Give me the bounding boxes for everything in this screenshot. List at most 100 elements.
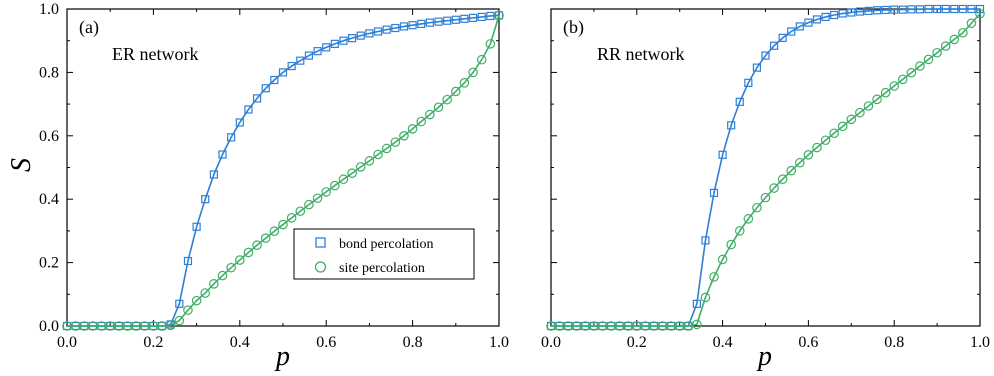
bond-point (417, 19, 426, 28)
site-point (700, 292, 711, 303)
bond-point (795, 22, 804, 31)
bond-point (812, 15, 822, 24)
site-point (494, 10, 504, 21)
x-tick-label: 0.6 (798, 334, 818, 351)
bond-point (175, 299, 184, 308)
bond-point (365, 29, 374, 38)
bond-point (252, 94, 262, 103)
x-tick-label: 0.2 (627, 334, 647, 351)
site-point (717, 254, 728, 265)
bond-point (744, 78, 753, 87)
site-point (863, 101, 874, 111)
bond-point (408, 21, 417, 30)
y-tick-label: 0.0 (39, 318, 59, 335)
site-point (235, 255, 245, 265)
legend-bond-label: bond percolation (339, 237, 433, 252)
bond-point (864, 6, 873, 16)
site-point (777, 174, 788, 185)
site-point (407, 124, 418, 134)
site-point (269, 226, 280, 237)
bond-point (975, 4, 985, 14)
site-point (459, 78, 470, 88)
y-axis-title: S (6, 158, 37, 172)
legend-site-marker (314, 261, 327, 273)
bond-point (898, 5, 907, 14)
bond-point (425, 18, 434, 27)
panel-a: (a) ER network 0.0 0.2 0.4 0.6 0.8 1.0 0.0 0.2 0… (39, 1, 509, 351)
site-point (286, 213, 297, 223)
bond-point (209, 170, 218, 179)
site-point (872, 94, 882, 105)
site-point (889, 81, 899, 91)
panel-a-label: (a) (79, 17, 99, 38)
site-point (243, 247, 254, 258)
bond-point (244, 105, 253, 114)
bond-point (847, 8, 856, 17)
bond-point (287, 61, 296, 71)
bond-point (932, 4, 942, 14)
bond-point (924, 4, 933, 14)
bond-point (692, 299, 701, 308)
x-tick-label: 0.4 (713, 334, 733, 351)
site-point (165, 320, 176, 331)
bond-point (443, 16, 452, 25)
site-point (692, 319, 702, 330)
bond-point (958, 4, 967, 14)
site-point (364, 156, 375, 166)
site-point (726, 239, 736, 250)
bond-point (881, 5, 890, 15)
y-tick-label: 0.4 (39, 191, 59, 208)
site-point (312, 193, 323, 204)
bond-point (769, 41, 779, 50)
bond-point (339, 36, 348, 45)
x-axis-title-b: p (756, 341, 772, 372)
site-point (226, 262, 236, 273)
bond-point (872, 6, 882, 15)
site-point (347, 168, 357, 179)
site-point (795, 157, 805, 168)
site-point (252, 240, 262, 250)
site-point (958, 27, 968, 38)
site-point (330, 180, 340, 191)
bond-point (373, 27, 383, 36)
site-point (923, 54, 934, 65)
legend-site-label: site percolation (339, 261, 425, 276)
site-point (752, 202, 762, 213)
bond-point (278, 68, 288, 77)
x-tick-label: 0.8 (884, 334, 904, 351)
bond-point (855, 7, 864, 16)
site-point (174, 315, 185, 326)
site-point (915, 61, 925, 71)
site-point (442, 94, 452, 105)
bond-point (727, 121, 736, 130)
bond-point (718, 150, 727, 159)
panel-b-label: (b) (563, 17, 584, 38)
site-point (709, 272, 719, 282)
bond-point (399, 22, 409, 31)
site-point (769, 183, 779, 193)
bond-point (915, 5, 925, 14)
bond-point (950, 4, 959, 14)
site-point (760, 192, 771, 203)
y-tick-label: 0.8 (39, 64, 59, 81)
legend-bond-marker (315, 237, 326, 248)
panel-b: (b) RR network 0.0 0.2 0.4 0.6 0.8 1.0 (541, 4, 990, 351)
bond-point (494, 11, 504, 20)
site-point (338, 174, 349, 185)
bond-point (709, 188, 719, 197)
site-point (786, 165, 797, 176)
site-point (200, 288, 211, 298)
bond-point (460, 14, 469, 23)
bond-point (752, 63, 762, 72)
site-point (450, 86, 461, 97)
site-point (743, 214, 754, 224)
site-point (734, 226, 745, 236)
x-tick-label: 1.0 (970, 334, 990, 351)
y-tick-label: 0.2 (39, 255, 59, 272)
bond-point (296, 56, 305, 65)
site-curve-0 (67, 15, 500, 327)
bond-point (382, 25, 391, 34)
site-point (846, 114, 857, 125)
rr-network-label: RR network (597, 44, 685, 64)
legend: bond percolation site percolation (293, 228, 475, 280)
